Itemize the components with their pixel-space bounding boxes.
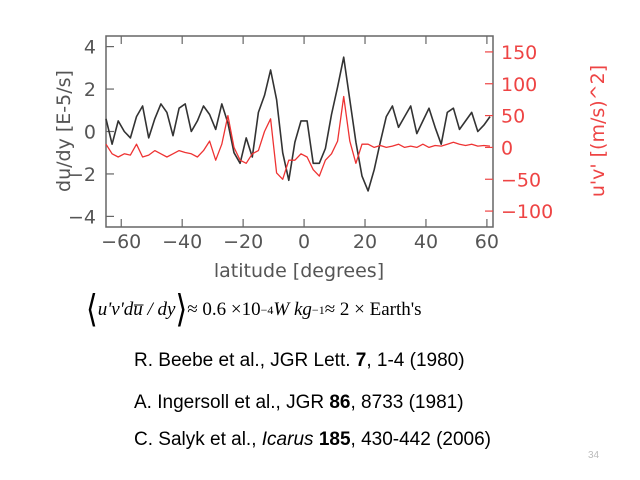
y-left-tick-label: −4 [68, 206, 96, 228]
reference-journal: Icarus [261, 429, 314, 450]
y-left-axis-label: du/dy [E-5/s] [53, 70, 75, 192]
plot-frame [105, 35, 494, 228]
page-number: 34 [588, 450, 600, 461]
y-right-tick-label: −100 [501, 201, 553, 223]
equation-unit-kg: kg [293, 299, 312, 320]
reference-authors: C. Salyk et al., [134, 429, 262, 450]
x-tick-label: 0 [298, 231, 310, 253]
y-left-tick-label: −2 [68, 164, 96, 186]
y-left-tick-label: 2 [84, 79, 96, 101]
reference-volume: 185 [318, 429, 351, 450]
reference-authors: A. Ingersoll et al., JGR [134, 392, 330, 413]
y-right-tick-labels: −100 −50 0 50 100 150 [501, 42, 553, 223]
x-tick-label: −60 [101, 231, 141, 253]
reference-volume: 7 [355, 350, 367, 371]
equation: ⟨ u'v'du̅ / dy ⟩ ≈ 0.6 ×10 −4 W kg −1 ≈ 2 … [86, 288, 566, 330]
y-right-tick-label: 50 [501, 106, 525, 128]
equation-approx2: ≈ 2 × Earth's [324, 299, 422, 320]
y-right-axis-label: u'v' [(m/s)^2] [587, 65, 609, 197]
y-right-tick-label: −50 [501, 169, 541, 191]
reference-beebe: R. Beebe et al., JGR Lett. 7, 1-4 (1980) [134, 350, 465, 372]
equation-close-bracket: ⟩ [175, 288, 188, 330]
reference-rest: , 1-4 (1980) [366, 350, 465, 371]
y-left-tick-label: 4 [84, 37, 96, 59]
x-tick-labels: −60 −40 −20 0 20 40 60 [101, 231, 499, 253]
x-tick-label: 20 [353, 231, 377, 253]
y-left-tick-label: 0 [84, 122, 96, 144]
y-right-tick-label: 150 [501, 42, 537, 64]
reference-authors: R. Beebe et al., JGR Lett. [134, 350, 356, 371]
equation-body: u'v'du̅ / dy [97, 299, 176, 320]
x-axis-label: latitude [degrees] [214, 260, 384, 282]
y-right-tick-label: 100 [501, 74, 537, 96]
equation-open-bracket: ⟨ [86, 288, 98, 330]
reference-rest: , 430-442 (2006) [350, 429, 492, 450]
equation-exp1: −4 [260, 302, 274, 317]
reference-volume: 86 [329, 392, 351, 413]
axis-ticks [106, 36, 493, 227]
equation-unit-w: W [273, 299, 290, 320]
y-right-tick-label: 0 [501, 137, 513, 159]
series-line-dudy [105, 56, 491, 192]
x-tick-label: −40 [162, 231, 202, 253]
reference-rest: , 8733 (1981) [350, 392, 464, 413]
x-tick-label: 60 [475, 231, 499, 253]
x-tick-label: −20 [223, 231, 263, 253]
series-layer [105, 56, 491, 192]
equation-approx1: ≈ 0.6 ×10 [187, 299, 261, 320]
equation-exp2: −1 [311, 302, 325, 317]
reference-salyk: C. Salyk et al., Icarus 185, 430-442 (20… [134, 429, 491, 451]
reference-ingersoll: A. Ingersoll et al., JGR 86, 8733 (1981) [134, 392, 464, 414]
series-line-uv [105, 95, 491, 180]
x-tick-label: 40 [414, 231, 438, 253]
y-left-tick-labels: −4 −2 0 2 4 [68, 37, 96, 229]
